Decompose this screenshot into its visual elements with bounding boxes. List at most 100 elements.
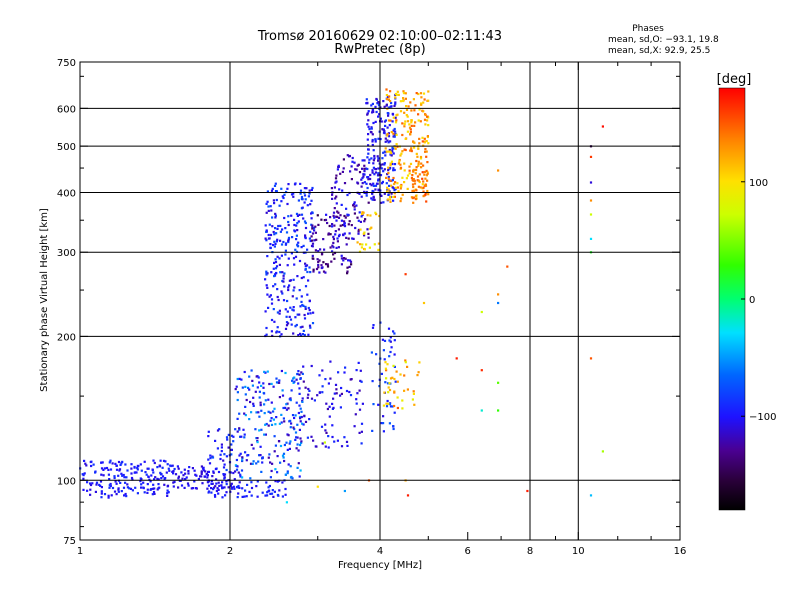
data-point (404, 97, 407, 100)
data-point (205, 473, 208, 476)
data-point (365, 192, 368, 195)
data-point (275, 272, 278, 275)
data-point (316, 485, 319, 488)
data-point (370, 126, 373, 129)
data-point (130, 472, 133, 475)
data-point (391, 146, 394, 149)
data-point (315, 445, 318, 448)
x-tick-label: 4 (377, 546, 383, 557)
data-point (354, 413, 357, 416)
data-point (296, 243, 299, 246)
data-point (296, 222, 299, 225)
data-point (377, 115, 380, 118)
data-point (325, 213, 328, 216)
data-point (284, 493, 287, 496)
data-point (275, 381, 279, 384)
data-point (392, 364, 395, 367)
data-point (393, 182, 396, 186)
data-point (187, 472, 190, 475)
data-point (309, 312, 312, 315)
data-point (91, 482, 94, 485)
data-point (333, 257, 336, 260)
data-point (423, 137, 426, 140)
data-point (203, 475, 206, 478)
data-point (351, 237, 354, 240)
data-point (415, 189, 418, 192)
data-point (388, 179, 391, 182)
data-point (256, 441, 259, 444)
data-point (287, 286, 290, 289)
data-point (346, 444, 349, 447)
data-point (193, 469, 196, 472)
data-point (274, 468, 277, 471)
data-point (83, 459, 86, 462)
data-point (286, 202, 289, 206)
data-point (303, 313, 306, 317)
data-point (308, 192, 311, 195)
data-point (302, 380, 305, 383)
data-point (372, 121, 375, 125)
data-point (333, 440, 336, 443)
data-point (396, 182, 399, 185)
data-point (423, 184, 426, 187)
data-point (124, 481, 127, 484)
data-point (147, 467, 150, 470)
data-point (327, 446, 330, 449)
data-point (293, 380, 296, 383)
data-point (317, 260, 320, 264)
data-point (136, 492, 139, 495)
data-point (363, 159, 366, 162)
data-point (418, 137, 421, 140)
data-point (359, 220, 362, 223)
data-point (159, 459, 162, 462)
data-point (391, 162, 394, 166)
data-point (270, 271, 273, 274)
data-point (370, 157, 373, 160)
data-point (361, 211, 364, 214)
data-point (216, 429, 220, 432)
data-point (241, 459, 244, 462)
data-point (332, 253, 335, 256)
data-point (391, 405, 394, 408)
data-point (361, 176, 364, 180)
data-point (108, 478, 111, 481)
data-point (408, 172, 411, 175)
data-point (276, 238, 279, 241)
data-point (287, 239, 290, 242)
data-point (389, 162, 392, 165)
data-point (264, 224, 267, 227)
data-point (385, 103, 388, 106)
data-point (396, 113, 399, 116)
data-point (315, 267, 319, 271)
data-point (385, 150, 388, 153)
data-point (222, 473, 225, 476)
data-point (263, 403, 266, 406)
data-point (108, 461, 111, 464)
data-point (129, 487, 133, 490)
data-point (389, 350, 392, 354)
data-point (374, 211, 377, 214)
data-point (274, 227, 277, 230)
data-point (100, 492, 103, 495)
data-point (288, 315, 291, 318)
data-point (389, 336, 392, 339)
data-point (117, 474, 120, 477)
data-point (276, 326, 279, 329)
data-point (339, 406, 342, 409)
data-point (310, 199, 313, 202)
data-point (409, 130, 412, 134)
data-point (166, 492, 169, 495)
data-point (328, 415, 331, 418)
data-point (410, 147, 413, 150)
data-point (367, 152, 370, 155)
data-point (354, 168, 357, 171)
data-point (390, 149, 394, 152)
data-point (280, 254, 283, 257)
data-point (426, 161, 429, 164)
data-point (382, 422, 385, 425)
data-point (373, 154, 376, 158)
data-point (172, 485, 175, 488)
data-point (398, 158, 401, 162)
data-point (267, 209, 270, 212)
data-point (394, 96, 397, 99)
